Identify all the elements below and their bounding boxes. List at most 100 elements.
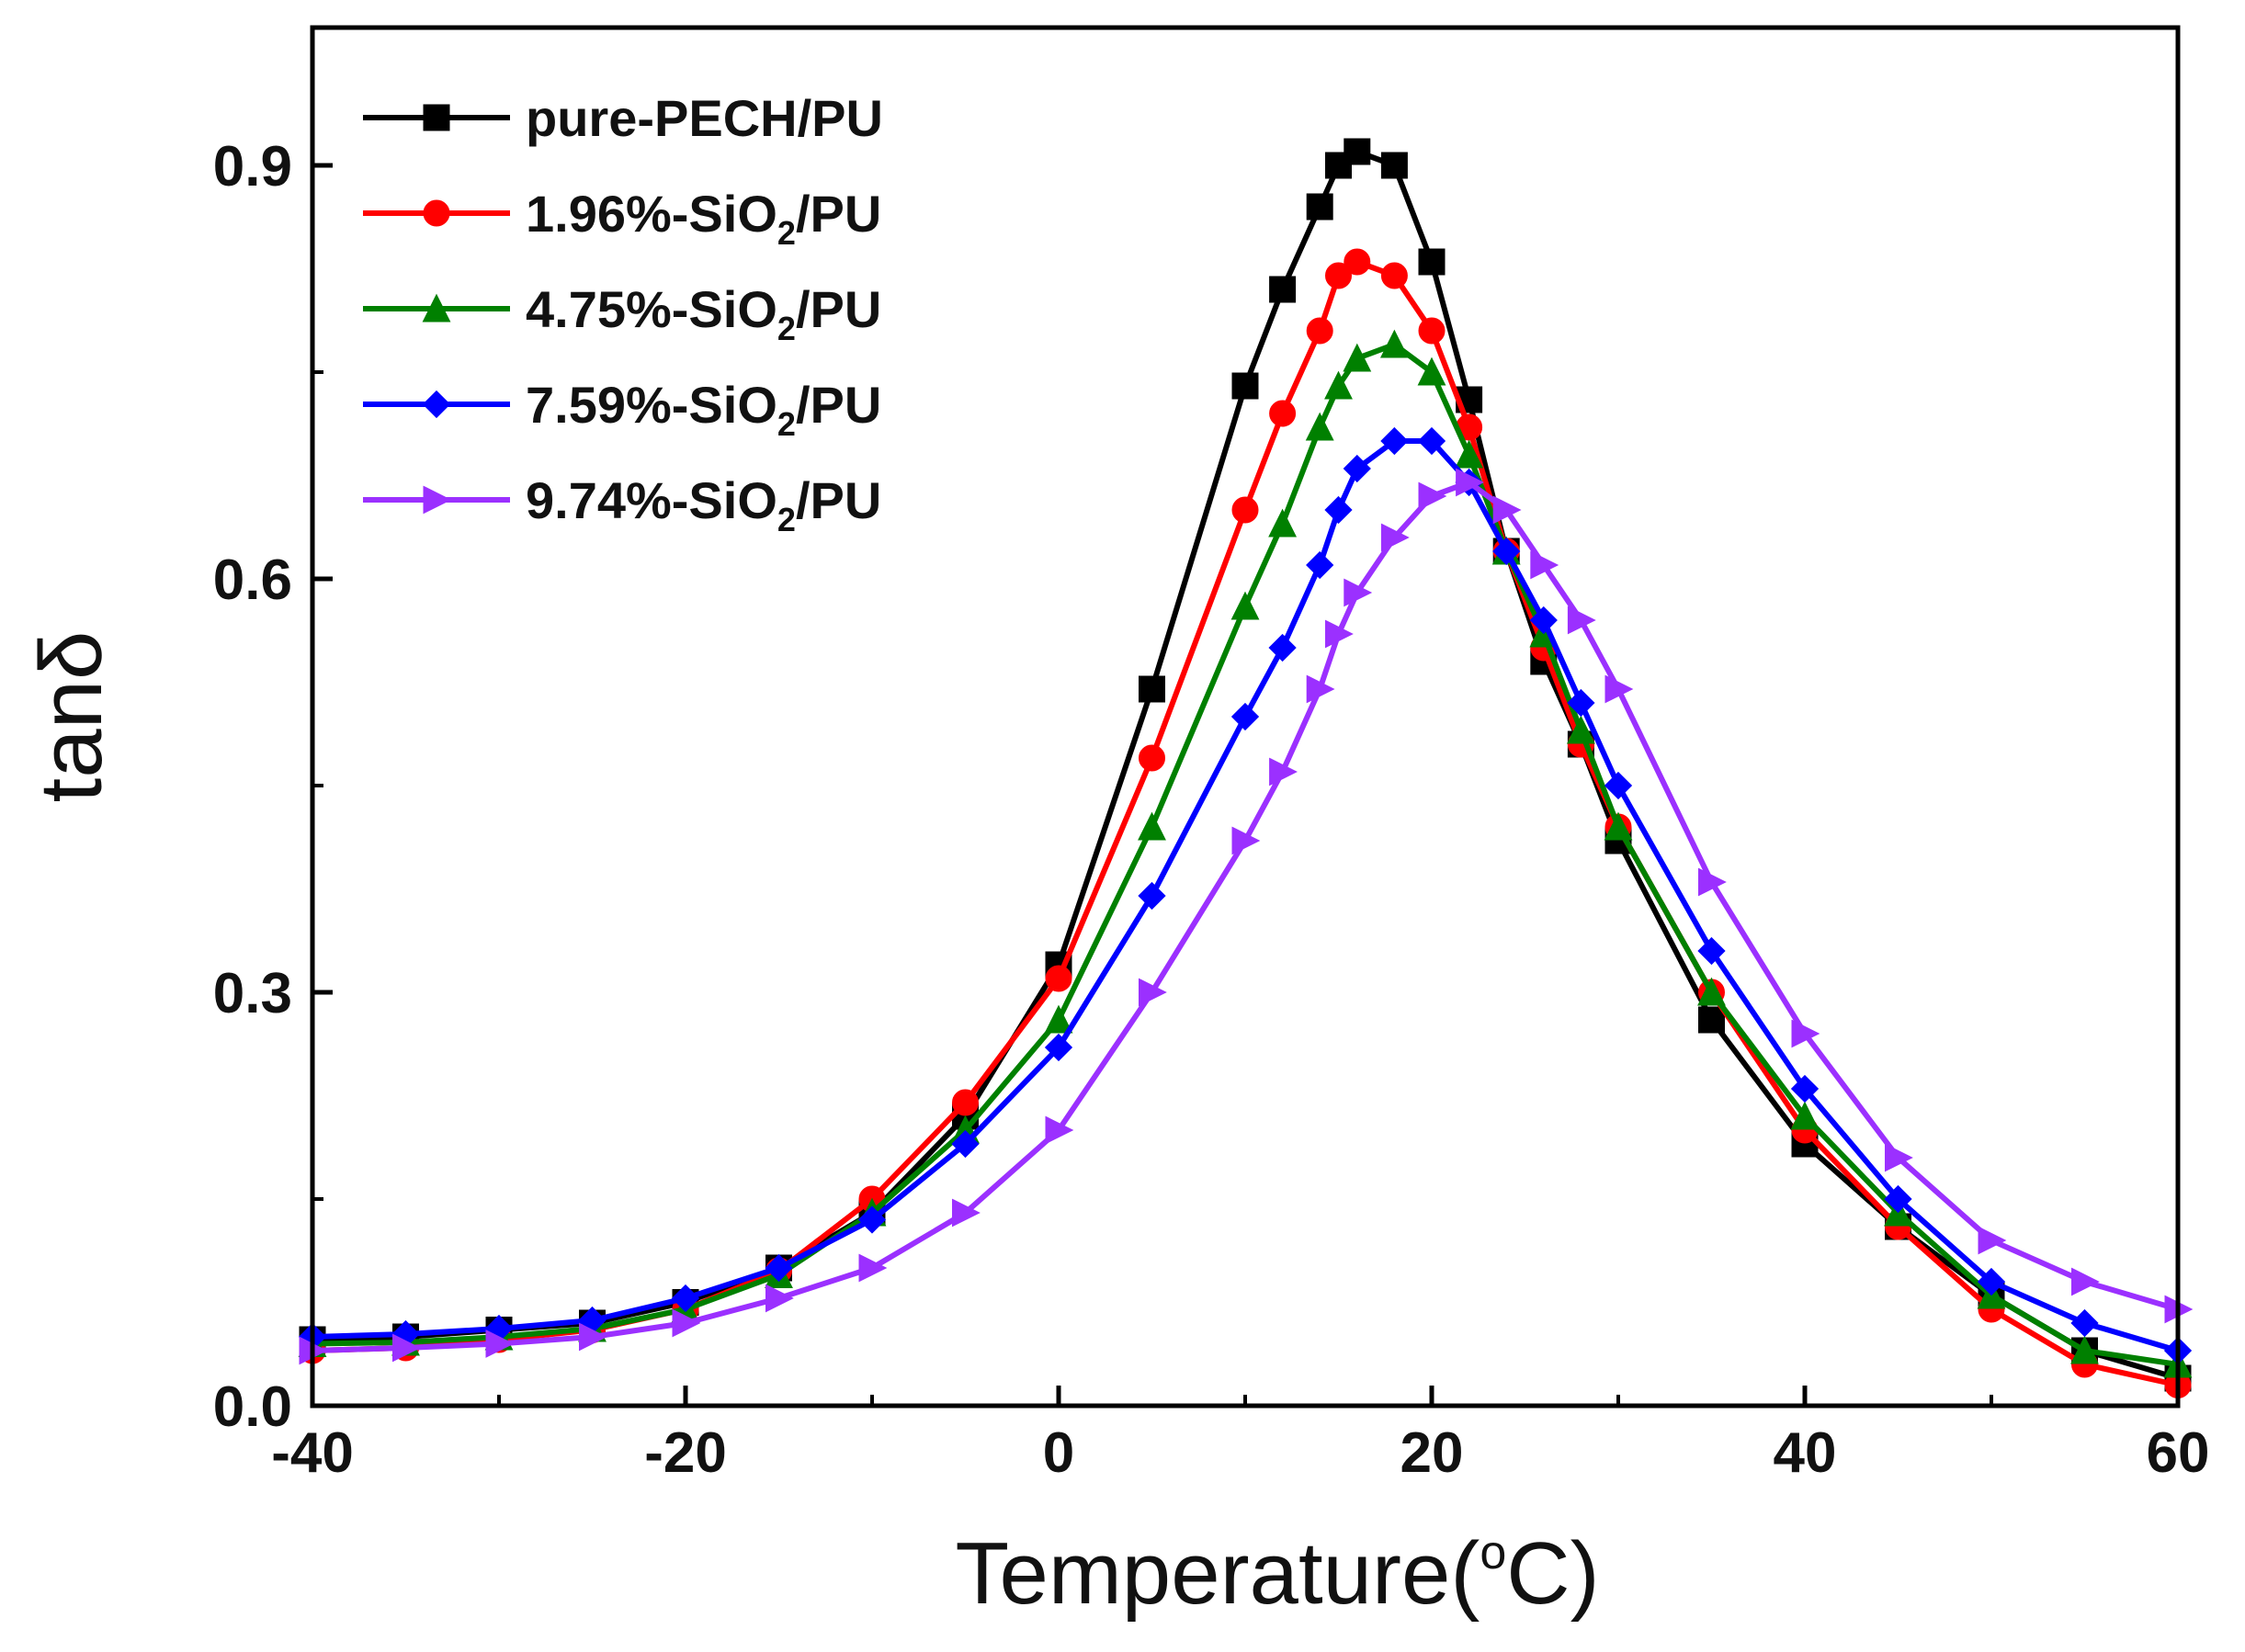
data-point xyxy=(1791,1019,1820,1048)
data-point xyxy=(1790,1101,1820,1130)
data-point xyxy=(1269,276,1297,303)
data-point xyxy=(1698,1006,1725,1034)
data-point xyxy=(1343,343,1372,372)
data-point xyxy=(1697,977,1726,1006)
legend-marker xyxy=(423,104,450,131)
data-point xyxy=(2070,1308,2099,1338)
y-axis-title: tanδ xyxy=(22,631,120,803)
data-point xyxy=(1231,826,1261,855)
data-point xyxy=(1380,426,1409,456)
data-point xyxy=(1604,674,1634,704)
data-point xyxy=(1417,426,1446,456)
data-point xyxy=(1418,317,1446,345)
data-point xyxy=(857,1205,887,1234)
data-point xyxy=(392,1333,421,1363)
data-point xyxy=(1379,329,1409,358)
data-point xyxy=(765,1284,794,1313)
series-line-5 xyxy=(312,480,2179,1353)
data-point xyxy=(2070,1335,2099,1364)
x-axis-title-degree: o xyxy=(1480,1526,1506,1579)
legend-label: 9.74%-SiO2/PU xyxy=(526,471,881,538)
data-point xyxy=(1790,1074,1820,1103)
series-5 xyxy=(299,468,2194,1365)
data-point xyxy=(1604,771,1633,800)
data-point xyxy=(1529,605,1558,635)
data-point xyxy=(1045,1115,1074,1145)
data-point xyxy=(1325,619,1354,649)
legend-label-tail: /PU xyxy=(796,376,881,434)
data-point xyxy=(1268,633,1297,662)
data-point xyxy=(1344,578,1373,607)
data-point xyxy=(1306,317,1333,345)
data-point xyxy=(1567,605,1596,635)
data-point xyxy=(1978,1226,2007,1255)
legend-item-3: 4.75%-SiO2/PU xyxy=(363,280,881,347)
data-point xyxy=(1305,412,1334,441)
data-point xyxy=(1417,356,1446,386)
y-tick-label: 0.0 xyxy=(213,1375,292,1439)
series-line-4 xyxy=(312,438,2179,1353)
data-point xyxy=(1230,702,1260,731)
x-tick-label: 40 xyxy=(1774,1421,1837,1485)
data-point xyxy=(1138,881,1166,911)
axis-ticks: -40 -20 0 20 40 60 0.0 0.3 0.6 0.9 xyxy=(213,135,2210,1485)
data-point xyxy=(671,1284,700,1313)
legend-label-main: 4.75%-SiO xyxy=(526,280,777,338)
data-point xyxy=(1325,262,1352,289)
legend-label-subscript: 2 xyxy=(777,214,796,252)
legend-marker xyxy=(422,293,451,322)
data-point xyxy=(1885,1143,1913,1172)
series-4 xyxy=(298,426,2193,1365)
data-point xyxy=(858,1253,888,1283)
data-point xyxy=(1269,400,1297,427)
legend-label: pure-PECH/PU xyxy=(526,89,883,147)
x-tick-label: 0 xyxy=(1043,1421,1074,1485)
data-point xyxy=(1139,978,1167,1007)
data-point xyxy=(672,1308,701,1338)
x-axis-title-text: Temperature( xyxy=(955,1524,1480,1623)
data-point xyxy=(1492,495,1522,525)
data-point xyxy=(1324,370,1353,400)
data-point xyxy=(1306,193,1333,221)
data-point xyxy=(1306,550,1334,580)
legend-label-tail: /PU xyxy=(796,471,881,529)
data-point xyxy=(485,1330,515,1358)
data-point xyxy=(1418,248,1446,276)
data-point xyxy=(1044,1004,1073,1034)
data-point xyxy=(1344,248,1371,276)
data-point xyxy=(1268,508,1298,537)
data-point xyxy=(952,1198,981,1228)
data-point xyxy=(1231,496,1259,524)
data-point xyxy=(1455,439,1484,469)
data-point xyxy=(1418,481,1447,511)
data-point xyxy=(2071,1267,2100,1296)
x-tick-label: -40 xyxy=(271,1421,354,1485)
legend-item-4: 7.59%-SiO2/PU xyxy=(363,376,881,443)
data-point xyxy=(1344,138,1371,165)
data-point xyxy=(579,1322,607,1352)
legend-label-main: 9.74%-SiO xyxy=(526,471,777,529)
data-point xyxy=(1230,591,1260,620)
legend-marker xyxy=(423,485,452,515)
y-tick-label: 0.3 xyxy=(213,962,292,1025)
data-point xyxy=(1567,688,1595,718)
x-axis-title: Temperature(oC) xyxy=(955,1524,1599,1623)
legend-marker xyxy=(422,390,451,419)
data-point xyxy=(1139,744,1165,772)
legend-label-subscript: 2 xyxy=(777,501,796,538)
legend-label-tail: /PU xyxy=(796,280,881,338)
data-point xyxy=(1884,1184,1912,1214)
data-point xyxy=(1566,715,1595,744)
data-point xyxy=(1380,523,1410,552)
data-point xyxy=(1530,550,1559,580)
data-point xyxy=(1456,468,1484,497)
y-tick-label: 0.6 xyxy=(213,549,292,612)
legend-label-subscript: 2 xyxy=(777,405,796,443)
data-point xyxy=(951,1129,980,1159)
data-point xyxy=(1045,965,1072,992)
data-point xyxy=(1492,537,1521,566)
data-point xyxy=(1269,757,1298,786)
data-point xyxy=(1139,675,1165,703)
series-layer xyxy=(298,138,2194,1398)
data-point xyxy=(952,1089,979,1116)
